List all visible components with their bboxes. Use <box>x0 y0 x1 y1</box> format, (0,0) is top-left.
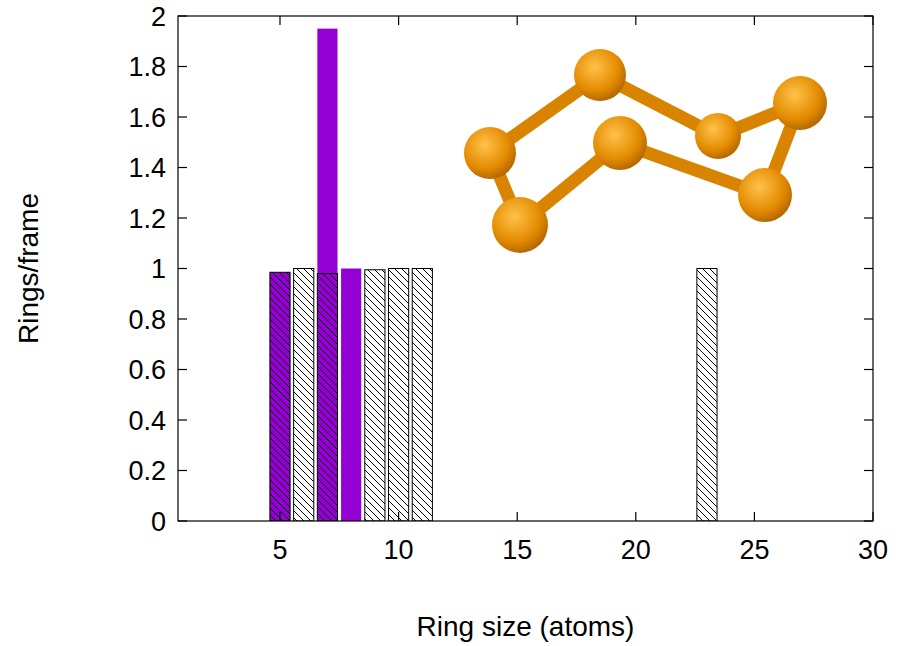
x-tick-mirror <box>279 16 280 25</box>
y-tick-mirror <box>864 66 873 67</box>
x-tick-label: 25 <box>739 535 769 565</box>
y-tick <box>178 116 187 117</box>
y-tick-label: 0.6 <box>128 355 166 385</box>
bar <box>389 269 409 522</box>
x-tick <box>517 512 518 521</box>
bar <box>270 272 290 521</box>
x-tick-mirror <box>635 16 636 25</box>
y-tick-mirror <box>864 217 873 218</box>
bar <box>412 269 432 522</box>
atom <box>695 113 741 159</box>
x-axis-title: Ring size (atoms) <box>417 611 635 642</box>
y-tick-mirror <box>864 470 873 471</box>
y-tick <box>178 419 187 420</box>
bar <box>341 269 361 522</box>
bar <box>697 269 717 522</box>
y-axis-title: Rings/frame <box>13 193 44 344</box>
y-tick-mirror <box>864 167 873 168</box>
x-tick-mirror <box>754 16 755 25</box>
x-tick <box>398 512 399 521</box>
y-tick-mirror <box>864 268 873 269</box>
x-tick <box>635 512 636 521</box>
y-tick <box>178 318 187 319</box>
y-tick <box>178 217 187 218</box>
y-tick <box>178 15 187 16</box>
x-tick-label: 15 <box>502 535 532 565</box>
atom <box>492 197 548 253</box>
chart-root: 00.20.40.60.811.21.41.61.8251015202530Ri… <box>0 0 900 646</box>
y-tick-label: 1.8 <box>128 52 166 82</box>
y-tick-mirror <box>864 369 873 370</box>
bar <box>317 29 337 521</box>
bar <box>365 270 385 521</box>
plot-frame <box>178 16 873 521</box>
y-tick <box>178 167 187 168</box>
y-tick-label: 0.4 <box>128 406 166 436</box>
y-tick-mirror <box>864 318 873 319</box>
bar <box>317 274 337 521</box>
y-tick-label: 2 <box>151 2 166 32</box>
y-tick-label: 1 <box>151 254 166 284</box>
y-tick-label: 0.8 <box>128 305 166 335</box>
bars <box>270 29 717 521</box>
y-tick-mirror <box>864 419 873 420</box>
y-tick <box>178 470 187 471</box>
y-tick-label: 1.6 <box>128 103 166 133</box>
atom <box>773 76 827 130</box>
y-tick <box>178 66 187 67</box>
x-tick-label: 10 <box>384 535 414 565</box>
x-tick-label: 20 <box>621 535 651 565</box>
atom <box>574 49 626 101</box>
x-tick-label: 30 <box>858 535 888 565</box>
y-tick <box>178 268 187 269</box>
y-tick-label: 0 <box>151 507 166 537</box>
y-tick-mirror <box>864 116 873 117</box>
molecule-inset <box>464 49 827 253</box>
y-tick-mirror <box>864 520 873 521</box>
y-tick <box>178 369 187 370</box>
bar <box>270 272 290 521</box>
atom <box>593 116 647 170</box>
x-tick-label: 5 <box>272 535 287 565</box>
x-tick <box>754 512 755 521</box>
x-tick <box>279 512 280 521</box>
y-tick-label: 1.4 <box>128 153 166 183</box>
y-tick-label: 1.2 <box>128 204 166 234</box>
atom <box>464 127 516 179</box>
atom <box>738 168 792 222</box>
y-tick-label: 0.2 <box>128 456 166 486</box>
y-tick-mirror <box>864 15 873 16</box>
x-tick-mirror <box>398 16 399 25</box>
chart: 00.20.40.60.811.21.41.61.8251015202530Ri… <box>0 0 900 646</box>
x-tick-mirror <box>517 16 518 25</box>
y-tick <box>178 520 187 521</box>
x-tick <box>872 512 873 521</box>
x-tick-mirror <box>872 16 873 25</box>
bar <box>294 269 314 522</box>
